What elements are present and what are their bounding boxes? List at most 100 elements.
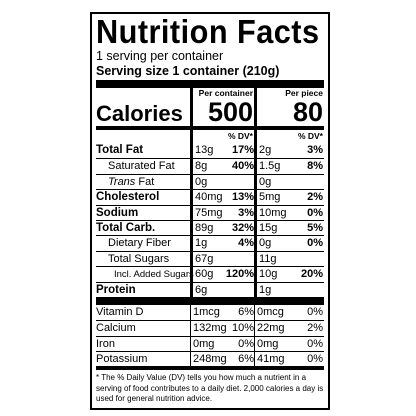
amount: 1.5g [259, 160, 281, 173]
column: 67g [190, 251, 254, 267]
amount: 1g [259, 283, 272, 296]
column-header: Per container [198, 88, 253, 98]
column: 0g 0% [254, 236, 324, 251]
nutrient-row: Saturated Fat 8g 40% 1.5g 8% [96, 158, 324, 174]
nutrient-label: Trans Fat [96, 175, 190, 189]
column: 10mg 0% [254, 205, 324, 220]
column: 1g [254, 282, 324, 297]
daily-value: 2% [307, 191, 323, 204]
amount: 1mcg [193, 305, 220, 318]
column: 0g [254, 174, 324, 190]
nutrient-label: Cholesterol [96, 190, 190, 204]
calories-value: 80 [292, 97, 323, 127]
daily-value: 2% [307, 322, 323, 335]
nutrient-row: Calcium 132mg 10% 22mg 2% [96, 320, 324, 336]
column: Per container 500 [190, 88, 254, 126]
title: Nutrition Facts [96, 13, 320, 50]
calories-row: Calories Per container 500 Per piece 80 [96, 88, 324, 126]
column: 1.5g 8% [254, 159, 324, 174]
daily-value: 0% [238, 337, 254, 350]
column: 1mcg 6% [190, 304, 254, 321]
daily-value: 10% [231, 322, 254, 335]
column: % DV* [190, 130, 254, 143]
column: 13g 17% [190, 143, 254, 159]
column: 0g [190, 174, 254, 190]
nutrient-name: Incl. Added Sugars [114, 269, 194, 281]
daily-value: 0% [307, 337, 323, 350]
nutrient-label: Total Sugars [96, 252, 190, 266]
servings: 1 serving per container [96, 49, 224, 63]
amount: 10mg [259, 206, 287, 219]
daily-value: 0% [307, 305, 323, 318]
daily-value: 120% [225, 268, 254, 281]
amount: 89g [195, 221, 214, 234]
nutrient-row: Total Carb. 89g 32% 15g 5% [96, 219, 324, 236]
nutrient-name: Total Carb. [96, 221, 156, 234]
daily-value: 3% [307, 144, 323, 156]
nutrient-label: Incl. Added Sugars [96, 267, 194, 281]
footnote: * The % Daily Value (DV) tells you how m… [96, 373, 324, 404]
nutrient-row: Incl. Added Sugars 60g 120% 10g 20% [96, 266, 324, 282]
column: 6g [190, 282, 254, 297]
amount: 41mg [257, 353, 285, 366]
column: 89g 32% [190, 220, 254, 236]
column: 1g 4% [190, 236, 254, 251]
calories-label: Calories [96, 101, 183, 126]
daily-value: 0% [307, 237, 323, 250]
daily-value: 20% [300, 268, 323, 281]
daily-value: 6% [238, 305, 254, 318]
spacer [96, 130, 190, 143]
nutrient-label: Potassium [96, 352, 190, 366]
nutrient-label: Vitamin D [96, 305, 190, 320]
nutrient-name: Cholesterol [96, 191, 160, 204]
amount: 15g [259, 221, 278, 234]
nutrient-name: Vitamin D [96, 305, 144, 318]
nutrient-row: Dietary Fiber 1g 4% 0g 0% [96, 235, 324, 251]
nutrient-name: Iron [96, 337, 115, 350]
amount: 0mg [257, 337, 279, 350]
column: 75mg 3% [190, 205, 254, 220]
amount: 0g [195, 175, 208, 188]
amount: 60g [195, 268, 214, 281]
amount: 5mg [259, 191, 281, 204]
medium-bar [96, 366, 324, 371]
dv-header: % DV* [227, 131, 253, 141]
nutrient-row: Sodium 75mg 3% 10mg 0% [96, 204, 324, 220]
amount: 1g [195, 237, 208, 250]
rows: Calories Per container 500 Per piece 80% DV*… [96, 88, 324, 405]
column: 0mcg 0% [254, 304, 324, 321]
amount: 67g [195, 252, 214, 265]
amount: 11g [259, 252, 277, 265]
nutrient-name: Sodium [96, 206, 139, 219]
nutrient-label: Iron [96, 337, 190, 351]
nutrient-name: Calcium [96, 322, 136, 335]
nutrient-name: Potassium [96, 353, 148, 366]
column: % DV* [254, 130, 324, 143]
nutrient-label: Calcium [96, 321, 190, 335]
column: 22mg 2% [254, 321, 324, 336]
column: 41mg 0% [254, 352, 324, 367]
nutrient-label: Dietary Fiber [96, 236, 190, 250]
nutrient-label-italic: Trans [108, 175, 136, 188]
nutrient-name: Protein [96, 283, 136, 296]
amount: 10g [259, 268, 278, 281]
daily-value: 17% [231, 144, 254, 156]
nutrient-row: Cholesterol 40mg 13% 5mg 2% [96, 189, 324, 205]
nutrient-name: Fat [138, 175, 155, 188]
amount: 2g [259, 144, 272, 156]
nutrient-row: Potassium 248mg 6% 41mg 0% [96, 351, 324, 367]
amount: 0g [259, 175, 272, 188]
amount: 13g [195, 144, 214, 156]
amount: 8g [195, 160, 208, 173]
amount: 0mg [193, 337, 215, 350]
serving-size: Serving size 1 container (210g) [96, 64, 280, 78]
column: 5mg 2% [254, 190, 324, 205]
nutrient-label: Total Carb. [96, 221, 190, 235]
nutrition-label: Nutrition Facts 1 serving per container … [90, 12, 330, 410]
nutrient-name: Total Fat [96, 144, 144, 156]
daily-value: 32% [231, 221, 254, 234]
nutrient-name: Saturated Fat [108, 160, 175, 173]
column: 0mg 0% [254, 336, 324, 352]
column: 248mg 6% [190, 352, 254, 367]
nutrient-row: Total Sugars 67g 11g [96, 250, 324, 267]
